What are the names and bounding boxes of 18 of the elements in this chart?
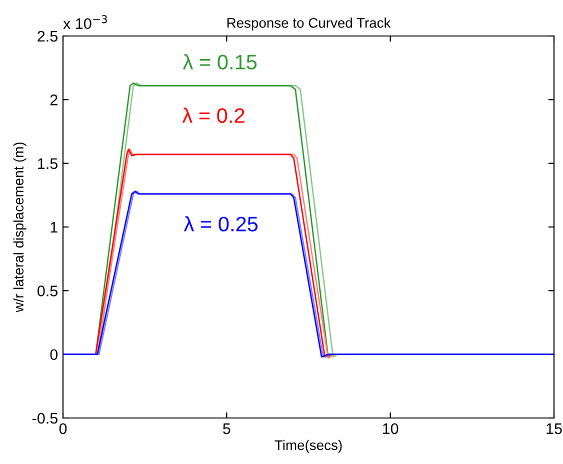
text: x 10$^{−3}$	[63, 15, 107, 30]
series-label: λ = 0.2	[182, 108, 244, 123]
y-tick-label: 0	[50, 349, 58, 360]
y-tick-label: 0.5	[38, 286, 58, 296]
y-tick-label: 1.5	[38, 158, 58, 170]
x-tick-label: 0	[59, 423, 67, 434]
chart-title: Response to Curved Track	[227, 18, 391, 31]
y-tick-label: 2.5	[38, 30, 58, 42]
series-label: λ = 0.25	[184, 216, 258, 232]
x-tick-label: 10	[383, 423, 398, 434]
series-label: λ = 0.15	[182, 54, 257, 70]
x-tick-label: 5	[223, 423, 230, 434]
y-axis-title: w/r lateral displacement (m)	[13, 142, 26, 312]
y-tick-label: 2	[50, 94, 58, 106]
y-tick-label: 1	[50, 222, 58, 233]
x-tick-label: 15	[546, 423, 562, 434]
y-tick-label: -0.5	[32, 412, 58, 424]
x-axis-title: Time(secs)	[274, 440, 342, 453]
